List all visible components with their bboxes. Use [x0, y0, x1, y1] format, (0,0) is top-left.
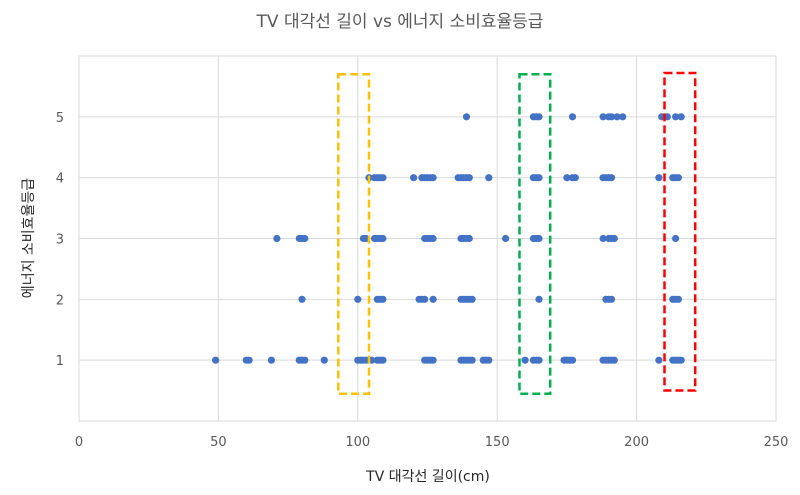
data-point	[619, 113, 627, 121]
highlight-box	[337, 73, 371, 395]
data-point	[245, 356, 253, 364]
data-point	[613, 113, 621, 121]
y-tick-label: 5	[56, 111, 64, 126]
y-tick-label: 1	[56, 354, 64, 369]
y-axis-title: 에너지 소비효율등급	[21, 178, 37, 298]
data-point	[212, 356, 220, 364]
data-point	[607, 113, 616, 121]
data-point	[535, 234, 543, 243]
data-point	[535, 356, 543, 364]
data-point	[674, 174, 683, 182]
y-axis-ticks: 1 2 3 4 5	[56, 111, 64, 369]
data-point	[465, 234, 473, 243]
x-tick-label: 50	[210, 435, 227, 450]
highlight-box	[518, 73, 552, 395]
data-point	[320, 356, 328, 364]
data-point	[410, 174, 418, 182]
data-point	[298, 295, 306, 303]
data-point	[429, 295, 437, 303]
data-point	[568, 113, 577, 121]
y-tick-label: 3	[56, 233, 64, 248]
data-point	[571, 174, 579, 182]
data-point	[610, 356, 618, 364]
data-point	[677, 113, 685, 121]
data-point	[672, 234, 680, 243]
plot-area	[78, 55, 777, 422]
data-point	[655, 356, 663, 364]
data-point	[354, 295, 362, 303]
x-axis-ticks: 0 50 100 150 200 250	[75, 435, 789, 450]
data-point	[429, 174, 437, 182]
data-point	[267, 356, 275, 364]
data-point	[607, 295, 616, 303]
data-point	[301, 356, 309, 364]
data-point	[429, 234, 437, 243]
data-point	[485, 174, 493, 182]
data-point	[599, 113, 607, 121]
data-points	[212, 113, 685, 364]
data-point	[655, 174, 663, 182]
data-point	[607, 174, 616, 182]
data-point	[674, 295, 683, 303]
data-point	[535, 174, 543, 182]
data-point	[421, 295, 429, 303]
data-point	[273, 234, 281, 243]
highlight-boxes	[337, 71, 697, 395]
data-point	[677, 356, 685, 364]
x-tick-label: 200	[624, 435, 649, 450]
data-point	[465, 174, 473, 182]
data-point	[535, 295, 543, 303]
data-point	[379, 174, 387, 182]
x-tick-label: 100	[345, 435, 370, 450]
x-tick-label: 0	[75, 435, 83, 450]
data-point	[379, 356, 387, 364]
data-point	[429, 356, 437, 364]
data-point	[379, 295, 387, 303]
y-tick-label: 4	[56, 172, 64, 187]
x-tick-label: 250	[764, 435, 789, 450]
highlight-box	[663, 71, 697, 392]
data-point	[468, 295, 476, 303]
data-point	[535, 113, 543, 121]
chart-title: TV 대각선 길이 vs 에너지 소비효율등급	[256, 12, 544, 32]
data-point	[379, 234, 387, 243]
data-point	[672, 113, 680, 121]
x-axis-title: TV 대각선 길이(cm)	[365, 469, 490, 485]
data-point	[599, 234, 607, 243]
data-point	[502, 234, 510, 243]
data-point	[468, 356, 476, 364]
y-tick-label: 2	[56, 293, 64, 308]
data-point	[610, 234, 618, 243]
data-point	[521, 356, 529, 364]
data-point	[568, 356, 577, 364]
data-point	[462, 113, 471, 121]
data-point	[563, 174, 571, 182]
x-tick-label: 150	[485, 435, 510, 450]
data-point	[301, 234, 309, 243]
data-point	[485, 356, 493, 364]
